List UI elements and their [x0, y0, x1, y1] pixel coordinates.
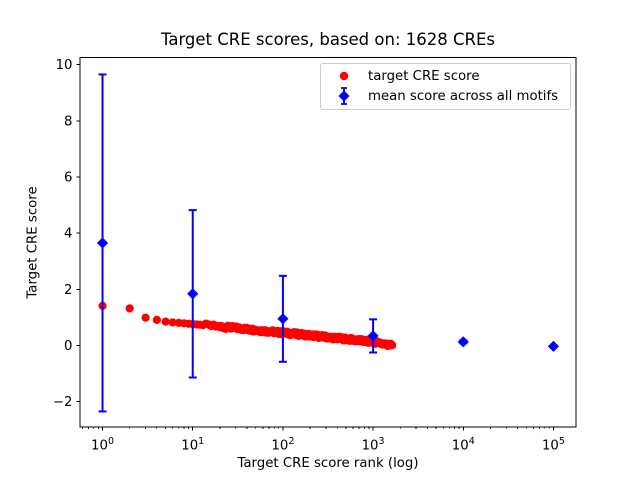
x-axis-label: Target CRE score rank (log) [237, 456, 419, 471]
legend-label: target CRE score [368, 68, 480, 84]
x-tick-label: 104 [452, 436, 475, 454]
legend-entry-mean-score: mean score across all motifs [321, 86, 570, 106]
mean-diamond-marker [277, 313, 289, 325]
mean-diamond-marker [457, 336, 469, 348]
legend: target CRE score mean score across all m… [320, 63, 571, 110]
mean-diamond-marker [367, 330, 379, 342]
scatter-point [141, 313, 150, 322]
y-tick-label: 4 [64, 227, 72, 242]
blue-errorbar-series [96, 73, 560, 413]
y-tick-label: 6 [64, 171, 72, 186]
scatter-point [152, 315, 161, 325]
mean-diamond-marker [547, 340, 560, 352]
scatter-point [125, 304, 134, 313]
y-tick-label: 10 [56, 58, 73, 73]
y-tick-label: 0 [64, 339, 72, 354]
x-tick-label: 105 [542, 436, 565, 454]
x-tick-label: 100 [91, 436, 114, 454]
scatter-point [388, 341, 397, 350]
mean-diamond-marker [187, 288, 199, 300]
y-tick-label: 2 [64, 283, 72, 298]
red-dot-icon [339, 71, 349, 81]
blue-diamond-errorbar-icon [338, 87, 350, 105]
axes-spines [79, 57, 577, 428]
scatter-point [161, 317, 170, 326]
chart-title: Target CRE scores, based on: 1628 CREs [160, 30, 496, 49]
legend-entry-target-score: target CRE score [321, 66, 570, 86]
x-tick-label: 103 [362, 436, 385, 454]
mean-diamond-marker [96, 237, 109, 249]
x-tick-label: 102 [271, 436, 294, 454]
y-axis-label: Target CRE score [25, 186, 41, 299]
plot-border [79, 57, 577, 428]
red-scatter-series [98, 301, 397, 351]
y-tick-label: −2 [53, 395, 73, 410]
scatter-point [168, 318, 177, 327]
axis-ticks: 100 101 102 103 104 105 −2 0 2 4 6 8 10 [53, 58, 565, 453]
legend-label: mean score across all motifs [368, 88, 559, 104]
y-tick-label: 8 [64, 114, 72, 129]
x-tick-label: 101 [181, 436, 204, 454]
